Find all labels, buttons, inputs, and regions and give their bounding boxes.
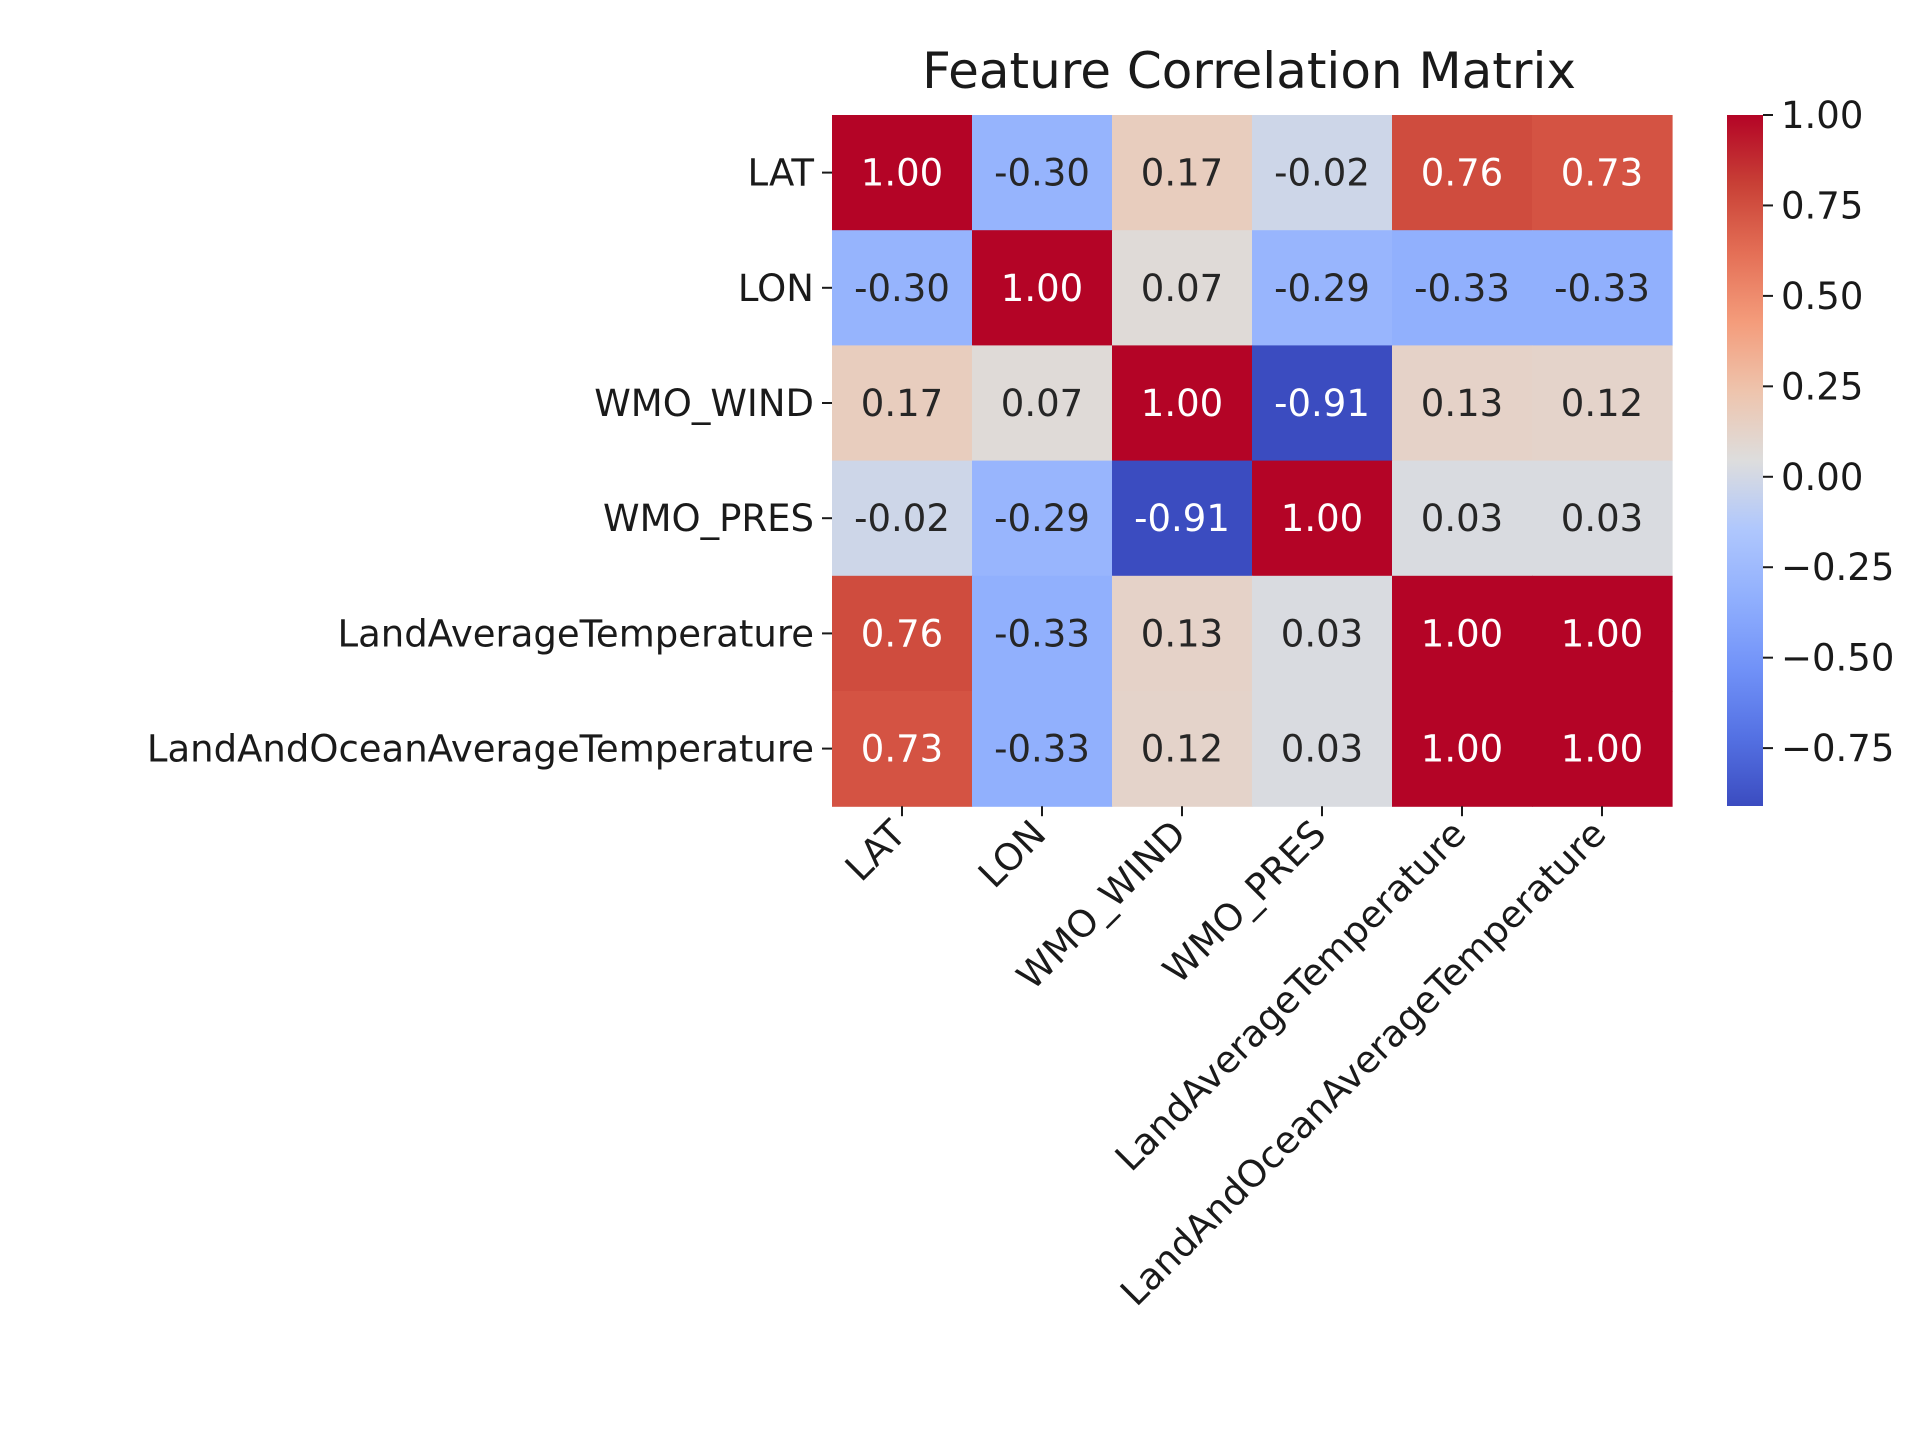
heatmap-cell-2-4	[1392, 345, 1533, 462]
cell-value-label-2-0: 0.17	[861, 382, 943, 425]
colorbar-tick-label-3: 0.25	[1781, 365, 1863, 408]
heatmap-cell-3-5	[1532, 460, 1673, 577]
heatmap-cell-3-2	[1112, 460, 1253, 577]
cell-value-label-4-0: 0.76	[861, 612, 943, 655]
heatmap-cell-1-1	[972, 230, 1113, 346]
cell-value-label-3-1: -0.29	[994, 497, 1090, 540]
y-tick-label-4: LandAverageTemperature	[337, 612, 814, 655]
heatmap-cell-5-2	[1112, 691, 1253, 807]
y-tick-label-0: LAT	[747, 152, 814, 195]
heatmap-cell-1-2	[1112, 230, 1253, 346]
cell-value-label-1-3: -0.29	[1274, 267, 1370, 310]
x-tick-label-1: LON	[970, 812, 1054, 896]
heatmap-cell-5-3	[1252, 691, 1393, 807]
cell-value-label-0-5: 0.73	[1561, 152, 1643, 195]
heatmap-cell-0-5	[1532, 115, 1673, 231]
heatmap-cell-0-2	[1112, 115, 1253, 231]
colorbar-tick-label-7: −0.75	[1781, 727, 1894, 770]
heatmap-cell-0-0	[832, 115, 973, 231]
colorbar-tick-label-5: −0.25	[1781, 546, 1894, 589]
heatmap-cell-4-4	[1392, 575, 1533, 692]
cell-value-label-5-1: -0.33	[994, 728, 1090, 771]
cell-value-label-1-5: -0.33	[1554, 267, 1650, 310]
cell-value-label-4-3: 0.03	[1281, 612, 1363, 655]
cell-value-label-2-3: -0.91	[1274, 382, 1370, 425]
colorbar-gradient-bar	[1727, 115, 1763, 806]
heatmap-cell-1-0	[832, 230, 973, 346]
heatmap-cell-3-3	[1252, 460, 1393, 577]
cell-value-label-1-4: -0.33	[1414, 267, 1510, 310]
cell-value-label-4-4: 1.00	[1421, 612, 1503, 655]
colorbar-tick-label-6: −0.50	[1781, 637, 1894, 680]
heatmap-cell-1-5	[1532, 230, 1673, 346]
cell-value-label-5-0: 0.73	[861, 728, 943, 771]
heatmap-cell-4-1	[972, 575, 1113, 692]
y-axis: LAT LON WMO_WIND WMO_PRES LandAverageTempera…	[147, 152, 832, 771]
cell-value-label-2-4: 0.13	[1421, 382, 1503, 425]
heatmap-cell-4-5	[1532, 575, 1673, 692]
cell-value-label-1-0: -0.30	[854, 267, 950, 310]
heatmap-cell-2-3	[1252, 345, 1393, 462]
heatmap-cell-2-0	[832, 345, 973, 462]
cell-value-label-1-1: 1.00	[1001, 267, 1083, 310]
colorbar-ticks: 1.00 0.75 0.50 0.25 0.00 −0.25 −0.50 −0.75	[1763, 94, 1894, 770]
colorbar-tick-label-2: 0.50	[1781, 275, 1863, 318]
chart-title: Feature Correlation Matrix	[922, 42, 1576, 100]
cell-value-label-0-4: 0.76	[1421, 152, 1503, 195]
heatmap-cell-0-3	[1252, 115, 1393, 231]
cell-value-label-4-1: -0.33	[994, 612, 1090, 655]
colorbar-tick-label-1: 0.75	[1781, 184, 1863, 227]
heatmap-cell-2-2	[1112, 345, 1253, 462]
cell-value-label-3-0: -0.02	[854, 497, 950, 540]
colorbar: 1.00 0.75 0.50 0.25 0.00 −0.25 −0.50 −0.75	[1727, 94, 1894, 806]
cell-value-label-3-2: -0.91	[1134, 497, 1230, 540]
cell-value-label-0-0: 1.00	[861, 152, 943, 195]
heatmap-cell-2-5	[1532, 345, 1673, 462]
cell-value-label-4-5: 1.00	[1561, 612, 1643, 655]
cell-value-label-5-3: 0.03	[1281, 728, 1363, 771]
heatmap-cell-1-3	[1252, 230, 1393, 346]
heatmap-cell-3-4	[1392, 460, 1533, 577]
heatmap-cell-5-5	[1532, 691, 1673, 807]
heatmap-cell-2-1	[972, 345, 1113, 462]
heatmap-cell-0-1	[972, 115, 1113, 231]
cell-value-label-3-5: 0.03	[1561, 497, 1643, 540]
heatmap-cell-4-2	[1112, 575, 1253, 692]
cell-value-label-5-4: 1.00	[1421, 728, 1503, 771]
y-tick-label-1: LON	[738, 267, 814, 310]
cell-value-label-1-2: 0.07	[1141, 267, 1223, 310]
heatmap-cell-1-4	[1392, 230, 1533, 346]
y-tick-label-3: WMO_PRES	[603, 497, 814, 540]
heatmap-cell-4-3	[1252, 575, 1393, 692]
y-tick-label-5: LandAndOceanAverageTemperature	[147, 728, 814, 771]
cell-value-label-2-5: 0.12	[1561, 382, 1643, 425]
cell-value-label-4-2: 0.13	[1141, 612, 1223, 655]
heatmap-cell-5-4	[1392, 691, 1533, 807]
cell-value-label-0-1: -0.30	[994, 152, 1090, 195]
cell-value-label-3-3: 1.00	[1281, 497, 1363, 540]
heatmap-cell-4-0	[832, 575, 973, 692]
cell-value-label-5-2: 0.12	[1141, 728, 1223, 771]
cell-value-label-0-2: 0.17	[1141, 152, 1223, 195]
cell-value-label-2-1: 0.07	[1001, 382, 1083, 425]
x-axis: LAT LONWMO_WINDWMO_PRESLandAverageTempera…	[837, 806, 1614, 1314]
x-tick-label-0: LAT	[837, 812, 915, 890]
heatmap-cell-3-0	[832, 460, 973, 577]
cell-value-label-0-3: -0.02	[1274, 152, 1370, 195]
heatmap-cell-5-1	[972, 691, 1113, 807]
cell-value-label-5-5: 1.00	[1561, 728, 1643, 771]
heatmap-cell-0-4	[1392, 115, 1533, 231]
x-tick-label-5: LandAndOceanAverageTemperature	[1112, 812, 1614, 1314]
colorbar-tick-label-0: 1.00	[1781, 94, 1863, 137]
heatmap-cell-3-1	[972, 460, 1113, 577]
colorbar-tick-label-4: 0.00	[1781, 456, 1863, 499]
heatmap-cells: 1.00 -0.30 0.17 -0.02 0.76 0.73 -0.30 1.00 0.07 -…	[832, 115, 1673, 807]
cell-value-label-3-4: 0.03	[1421, 497, 1503, 540]
cell-value-label-2-2: 1.00	[1141, 382, 1223, 425]
y-tick-label-2: WMO_WIND	[594, 382, 814, 425]
heatmap-cell-5-0	[832, 691, 973, 807]
